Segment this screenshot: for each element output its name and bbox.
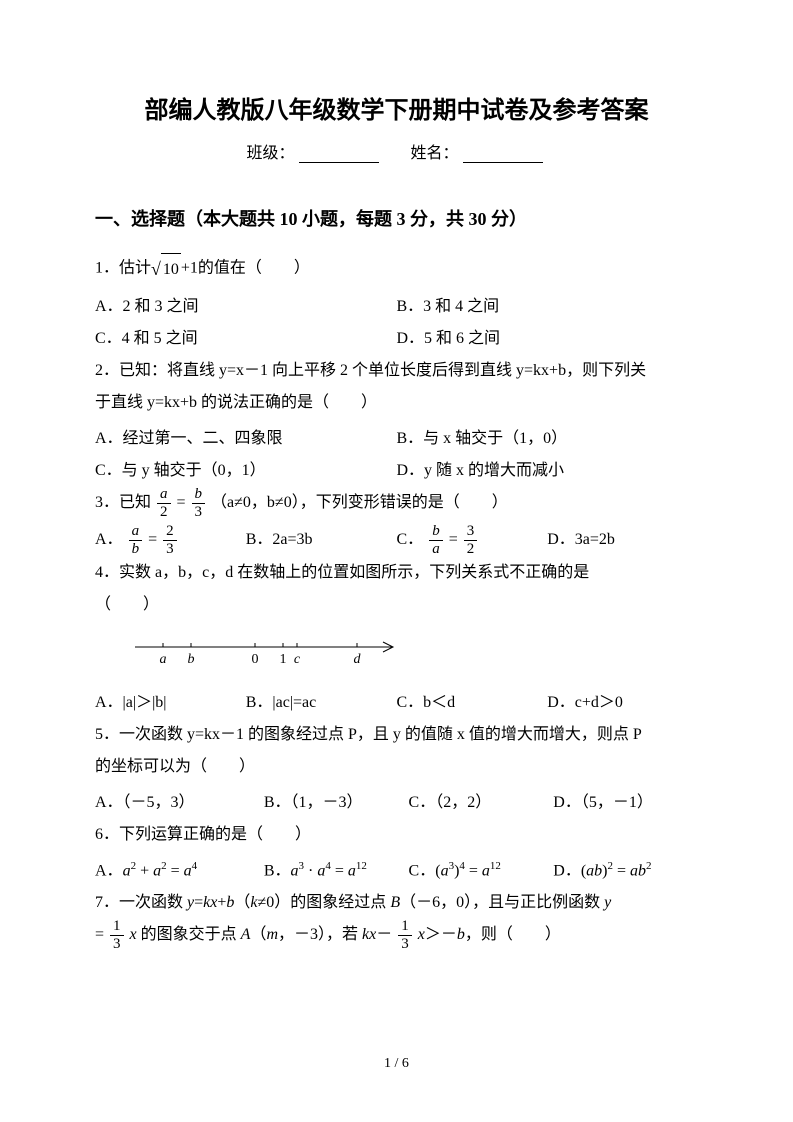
q4-line1: 4．实数 a，b，c，d 在数轴上的位置如图所示，下列关系式不正确的是 <box>95 557 698 589</box>
name-blank <box>463 146 543 163</box>
q2-options-row1: A．经过第一、二、四象限 B．与 x 轴交于（1，0） <box>95 423 698 455</box>
question-2: 2．已知：将直线 y=x－1 向上平移 2 个单位长度后得到直线 y=kx+b，… <box>95 355 698 419</box>
q1-options-row1: A．2 和 3 之间 B．3 和 4 之间 <box>95 291 698 323</box>
svg-text:a: a <box>160 652 167 667</box>
q5-options: A．（－5，3） B．（1，－3） C．（2，2） D．（5，－1） <box>95 787 698 819</box>
q2-option-d: D．y 随 x 的增大而减小 <box>397 455 699 487</box>
q5-line1: 5．一次函数 y=kx－1 的图象经过点 P，且 y 的值随 x 值的增大而增大… <box>95 719 698 751</box>
q2-option-a: A．经过第一、二、四象限 <box>95 423 397 455</box>
q3-frac-left: a2 <box>157 487 171 520</box>
q4-line2: （ ） <box>95 589 698 621</box>
q6-option-a: A．a2 + a2 = a4 <box>95 855 264 887</box>
page-title: 部编人教版八年级数学下册期中试卷及参考答案 <box>95 90 698 125</box>
q7-line1: 7．一次函数 y=kx+b（k≠0）的图象经过点 B（－6，0），且与正比例函数… <box>95 887 698 919</box>
q7-line2: = 13 x 的图象交于点 A（m，－3），若 kx－ 13 x＞－b，则（ ） <box>95 919 698 952</box>
question-5: 5．一次函数 y=kx－1 的图象经过点 P，且 y 的值随 x 值的增大而增大… <box>95 719 698 783</box>
q5-option-d: D．（5，－1） <box>553 787 698 819</box>
q1-options-row2: C．4 和 5 之间 D．5 和 6 之间 <box>95 323 698 355</box>
q1-option-c: C．4 和 5 之间 <box>95 323 397 355</box>
question-7: 7．一次函数 y=kx+b（k≠0）的图象经过点 B（－6，0），且与正比例函数… <box>95 887 698 952</box>
exam-page: 部编人教版八年级数学下册期中试卷及参考答案 班级： 姓名： 一、选择题（本大题共… <box>0 0 793 1122</box>
q3-frac-right: b3 <box>192 487 206 520</box>
class-blank <box>299 146 379 163</box>
question-3: 3．已知 a2 = b3 （a≠0，b≠0），下列变形错误的是（ ） <box>95 487 698 520</box>
q6-options: A．a2 + a2 = a4 B．a3 · a4 = a12 C．(a3)4 =… <box>95 855 698 887</box>
q4-option-a: A．|a|＞|b| <box>95 687 246 719</box>
svg-text:0: 0 <box>252 652 259 667</box>
q2-option-c: C．与 y 轴交于（0，1） <box>95 455 397 487</box>
sqrt-icon: √10 <box>151 251 181 287</box>
section-1-heading: 一、选择题（本大题共 10 小题，每题 3 分，共 30 分） <box>95 205 698 231</box>
q6-option-b: B．a3 · a4 = a12 <box>264 855 409 887</box>
q3-option-d: D．3a=2b <box>547 524 698 557</box>
q4-options: A．|a|＞|b| B．|ac|=ac C．b＜d D．c+d＞0 <box>95 687 698 719</box>
svg-text:b: b <box>188 652 195 667</box>
q1-stem-suffix: +1的值在（ ） <box>181 260 310 277</box>
q3-option-b: B．2a=3b <box>246 524 397 557</box>
q1-stem-prefix: 1．估计 <box>95 260 151 277</box>
question-1: 1．估计√10+1的值在（ ） <box>95 251 698 287</box>
q3-option-c: C． ba = 32 <box>397 524 548 557</box>
q3-option-a: A． ab = 23 <box>95 524 246 557</box>
student-info-line: 班级： 姓名： <box>95 139 698 163</box>
q4-option-c: C．b＜d <box>397 687 548 719</box>
q4-option-d: D．c+d＞0 <box>547 687 698 719</box>
q2-line2: 于直线 y=kx+b 的说法正确的是（ ） <box>95 387 698 419</box>
q5-option-b: B．（1，－3） <box>264 787 409 819</box>
q5-option-a: A．（－5，3） <box>95 787 264 819</box>
svg-text:c: c <box>294 652 301 667</box>
svg-text:1: 1 <box>280 652 287 667</box>
q6-option-c: C．(a3)4 = a12 <box>409 855 554 887</box>
q5-option-c: C．（2，2） <box>409 787 554 819</box>
q3-options: A． ab = 23 B．2a=3b C． ba = 32 D．3a=2b <box>95 524 698 557</box>
name-label: 姓名： <box>411 145 459 162</box>
question-4: 4．实数 a，b，c，d 在数轴上的位置如图所示，下列关系式不正确的是 （ ） <box>95 557 698 621</box>
q1-option-b: B．3 和 4 之间 <box>397 291 699 323</box>
q2-line1: 2．已知：将直线 y=x－1 向上平移 2 个单位长度后得到直线 y=kx+b，… <box>95 355 698 387</box>
q6-option-d: D．(ab)2 = ab2 <box>553 855 698 887</box>
q3-suffix: （a≠0，b≠0），下列变形错误的是（ ） <box>211 494 508 511</box>
questions-body: 1．估计√10+1的值在（ ） A．2 和 3 之间 B．3 和 4 之间 C．… <box>95 251 698 952</box>
class-label: 班级： <box>246 145 294 162</box>
q2-option-b: B．与 x 轴交于（1，0） <box>397 423 699 455</box>
question-6: 6．下列运算正确的是（ ） <box>95 819 698 851</box>
q5-line2: 的坐标可以为（ ） <box>95 751 698 783</box>
q4-option-b: B．|ac|=ac <box>246 687 397 719</box>
q2-options-row2: C．与 y 轴交于（0，1） D．y 随 x 的增大而减小 <box>95 455 698 487</box>
q3-prefix: 3．已知 <box>95 494 151 511</box>
q1-option-a: A．2 和 3 之间 <box>95 291 397 323</box>
page-number: 1 / 6 <box>0 1056 793 1072</box>
q1-option-d: D．5 和 6 之间 <box>397 323 699 355</box>
number-line-diagram: a b 0 1c d <box>125 629 698 681</box>
svg-text:d: d <box>354 652 362 667</box>
number-line-svg: a b 0 1c d <box>125 629 405 669</box>
